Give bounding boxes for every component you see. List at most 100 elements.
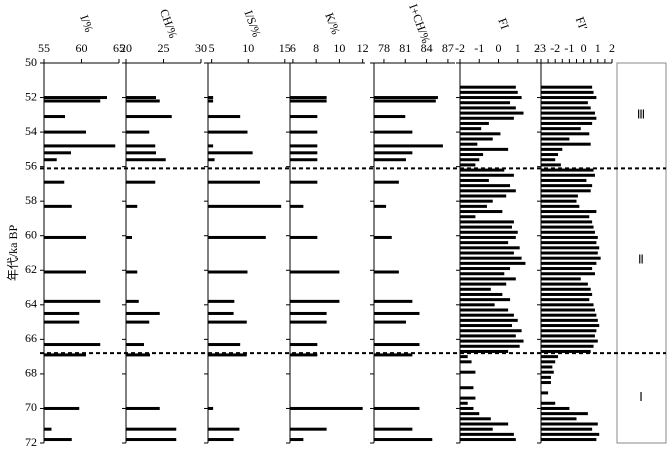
bar	[44, 438, 72, 442]
bar	[44, 311, 80, 315]
bar	[126, 115, 172, 119]
bar	[374, 130, 413, 134]
bar	[541, 132, 590, 136]
y-tick-label: 62	[25, 262, 37, 276]
bar	[126, 343, 144, 347]
x-axis-label: I+CH/%	[406, 2, 433, 45]
bar	[541, 246, 600, 250]
y-tick-label: 72	[25, 435, 37, 449]
bar	[460, 292, 503, 296]
bar	[460, 168, 505, 172]
bar	[541, 308, 595, 312]
bar	[460, 256, 522, 260]
bar	[460, 261, 526, 265]
bar	[460, 329, 522, 333]
x-tick-label: 2	[534, 41, 540, 55]
x-tick-label: 0	[496, 41, 502, 55]
bar	[44, 99, 101, 103]
bar	[460, 412, 480, 416]
bar	[290, 115, 318, 119]
bar	[208, 99, 214, 103]
bar	[541, 168, 594, 172]
bar	[460, 147, 509, 151]
bar	[126, 151, 156, 155]
bar	[541, 272, 595, 276]
x-tick-label: 6	[290, 41, 296, 55]
bar	[126, 406, 160, 410]
x-tick-label: 2	[609, 41, 615, 55]
x-axis-label: I/%	[77, 13, 96, 34]
bar	[541, 204, 580, 208]
zone-label: Ⅲ	[637, 107, 645, 121]
bar	[44, 235, 86, 239]
bar	[541, 256, 601, 260]
bar	[126, 96, 156, 100]
bar	[460, 386, 474, 390]
bar	[460, 349, 509, 353]
bar	[460, 432, 514, 436]
bar	[541, 261, 597, 265]
x-tick-label: 25	[158, 41, 170, 55]
bar	[44, 204, 72, 208]
bar	[541, 349, 591, 353]
bar	[460, 277, 516, 281]
bar	[460, 241, 509, 245]
bar	[44, 353, 86, 357]
bar	[460, 401, 468, 405]
bar	[541, 292, 593, 296]
bar	[541, 178, 587, 182]
x-axis-label: FI	[495, 16, 512, 31]
bar	[374, 158, 406, 162]
bar	[541, 111, 595, 115]
bar	[541, 391, 549, 395]
x-tick-label: 78	[378, 41, 390, 55]
bar	[374, 438, 433, 442]
bar	[460, 121, 489, 125]
bar	[460, 189, 516, 193]
bar	[541, 116, 597, 120]
bar	[460, 127, 482, 131]
bar	[126, 320, 150, 324]
bar	[541, 438, 597, 442]
bar	[541, 101, 588, 105]
bar	[460, 225, 512, 229]
bar	[44, 406, 80, 410]
x-tick-label: 0	[581, 41, 587, 55]
bar	[208, 151, 253, 155]
bar	[460, 272, 505, 276]
bar	[126, 299, 139, 303]
bar	[541, 406, 570, 410]
bar	[541, 313, 597, 317]
x-tick-label: 1	[515, 41, 521, 55]
bar	[460, 137, 493, 141]
y-tick-label: 60	[25, 227, 37, 241]
bar	[208, 180, 260, 184]
x-tick-label: 84	[421, 41, 433, 55]
bar	[460, 178, 489, 182]
bar	[460, 153, 484, 157]
bar	[541, 422, 598, 426]
bar	[44, 299, 101, 303]
bar	[541, 344, 594, 348]
bar	[460, 199, 493, 203]
bar	[460, 303, 495, 307]
bar	[290, 270, 340, 274]
x-tick-label: 60	[76, 41, 88, 55]
bar	[541, 324, 600, 328]
bar	[541, 427, 593, 431]
bar	[44, 151, 71, 155]
bar	[208, 235, 266, 239]
bar	[460, 287, 491, 291]
bar	[290, 99, 327, 103]
bar	[460, 438, 516, 442]
bar	[541, 85, 593, 89]
bar	[460, 158, 480, 162]
bar	[374, 311, 420, 315]
bar	[208, 144, 214, 148]
bar	[460, 204, 487, 208]
bar	[290, 130, 318, 134]
bar	[460, 318, 518, 322]
x-tick-label: -2	[550, 41, 560, 55]
bar	[460, 324, 512, 328]
bar	[126, 427, 177, 431]
